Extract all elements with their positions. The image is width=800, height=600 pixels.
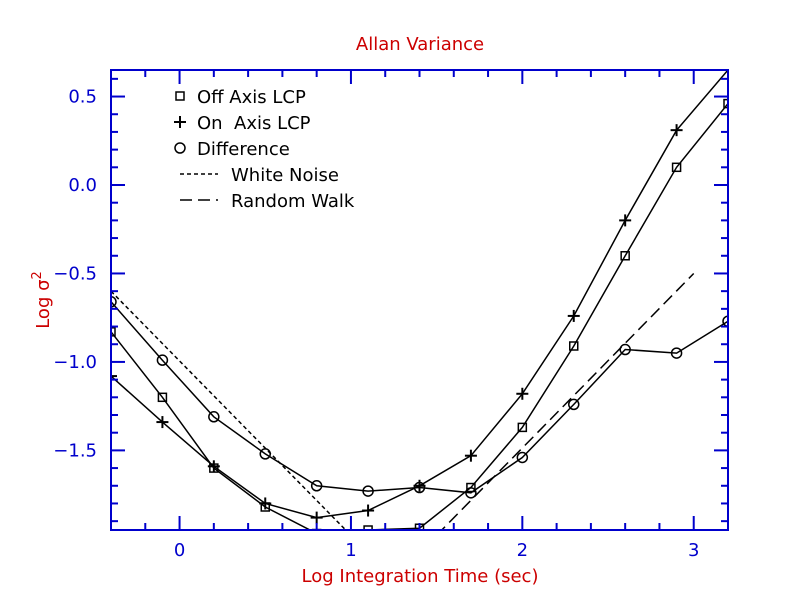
legend-item-difference: Difference <box>174 139 290 160</box>
data-point-on-axis-lcp <box>516 387 529 400</box>
data-point-off-axis-lcp <box>569 341 579 351</box>
data-point-difference <box>722 315 728 327</box>
x-tick-label: 3 <box>688 540 699 561</box>
legend-label-on-axis-lcp: On Axis LCP <box>197 113 311 134</box>
plot-area <box>111 70 728 530</box>
data-point-off-axis-lcp <box>111 327 116 337</box>
y-axis-label-base: Log σ <box>33 280 54 329</box>
data-point-on-axis-lcp <box>619 214 632 227</box>
x-tick-label: 1 <box>345 540 356 561</box>
data-point-off-axis-lcp <box>157 392 168 403</box>
data-point-off-axis-lcp <box>466 482 476 493</box>
y-tick-label: 0.0 <box>68 175 97 196</box>
series-line-white-noise <box>111 290 347 530</box>
legend: Off Axis LCP On Axis LCP Difference White N… <box>174 87 355 212</box>
legend-item-white-noise: White Noise <box>180 165 339 186</box>
x-tick-label: 0 <box>174 540 185 561</box>
data-point-on-axis-lcp <box>670 124 683 137</box>
data-point-off-axis-lcp <box>671 162 682 173</box>
chart-title: Allan Variance <box>356 34 484 55</box>
series-off-axis-lcp <box>111 98 728 530</box>
legend-item-off-axis-lcp: Off Axis LCP <box>175 87 306 108</box>
legend-item-random-walk: Random Walk <box>180 191 355 212</box>
series-white-noise <box>111 290 347 530</box>
series-line-random-walk <box>440 272 695 530</box>
series-random-walk <box>440 272 695 530</box>
y-tick-label: −1.0 <box>53 352 97 373</box>
y-axis-label-superscript: 2 <box>30 271 45 279</box>
data-point-on-axis-lcp <box>207 460 220 473</box>
legend-label-difference: Difference <box>197 139 290 160</box>
legend-label-white-noise: White Noise <box>231 165 339 186</box>
data-point-on-axis-lcp <box>111 370 117 383</box>
data-point-off-axis-lcp <box>517 422 528 433</box>
data-point-difference <box>362 485 374 497</box>
data-point-difference <box>619 343 631 356</box>
y-tick-label: 0.5 <box>68 87 97 108</box>
axis-ticks: 0 1 2 3 0.5 0.0 −0.5 −1.0 −1.5 <box>53 70 728 561</box>
data-point-difference <box>111 296 117 308</box>
data-point-on-axis-lcp <box>567 309 580 322</box>
data-point-off-axis-lcp <box>620 251 630 261</box>
series-difference <box>111 296 728 499</box>
y-axis-label: Log σ2 <box>30 271 54 329</box>
data-point-on-axis-lcp <box>362 504 375 517</box>
legend-item-on-axis-lcp: On Axis LCP <box>174 113 311 134</box>
series-line-off-axis-lcp <box>111 103 728 530</box>
data-point-difference <box>310 480 323 492</box>
data-point-difference <box>156 354 169 366</box>
series-line-on-axis-lcp <box>111 70 728 519</box>
legend-marker-off-axis-lcp <box>175 91 185 101</box>
data-point-difference <box>516 451 529 464</box>
data-point-difference <box>208 411 220 423</box>
legend-marker-on-axis-lcp <box>174 116 186 128</box>
data-point-difference <box>568 398 580 411</box>
legend-label-off-axis-lcp: Off Axis LCP <box>197 87 306 108</box>
series-line-difference <box>111 301 728 494</box>
data-point-on-axis-lcp <box>259 497 272 510</box>
x-axis-label: Log Integration Time (sec) <box>302 566 539 587</box>
legend-marker-difference <box>174 142 186 154</box>
data-point-on-axis-lcp <box>464 449 477 462</box>
data-point-off-axis-lcp <box>363 525 373 530</box>
y-tick-label: −0.5 <box>53 263 97 284</box>
data-point-difference <box>413 481 426 494</box>
x-tick-label: 2 <box>517 540 528 561</box>
data-point-difference <box>465 487 477 499</box>
data-point-difference <box>670 347 683 359</box>
data-point-off-axis-lcp <box>723 98 728 109</box>
data-point-on-axis-lcp <box>156 416 169 429</box>
legend-label-random-walk: Random Walk <box>231 191 355 212</box>
data-point-on-axis-lcp <box>310 511 323 524</box>
y-tick-label: −1.5 <box>53 440 97 461</box>
